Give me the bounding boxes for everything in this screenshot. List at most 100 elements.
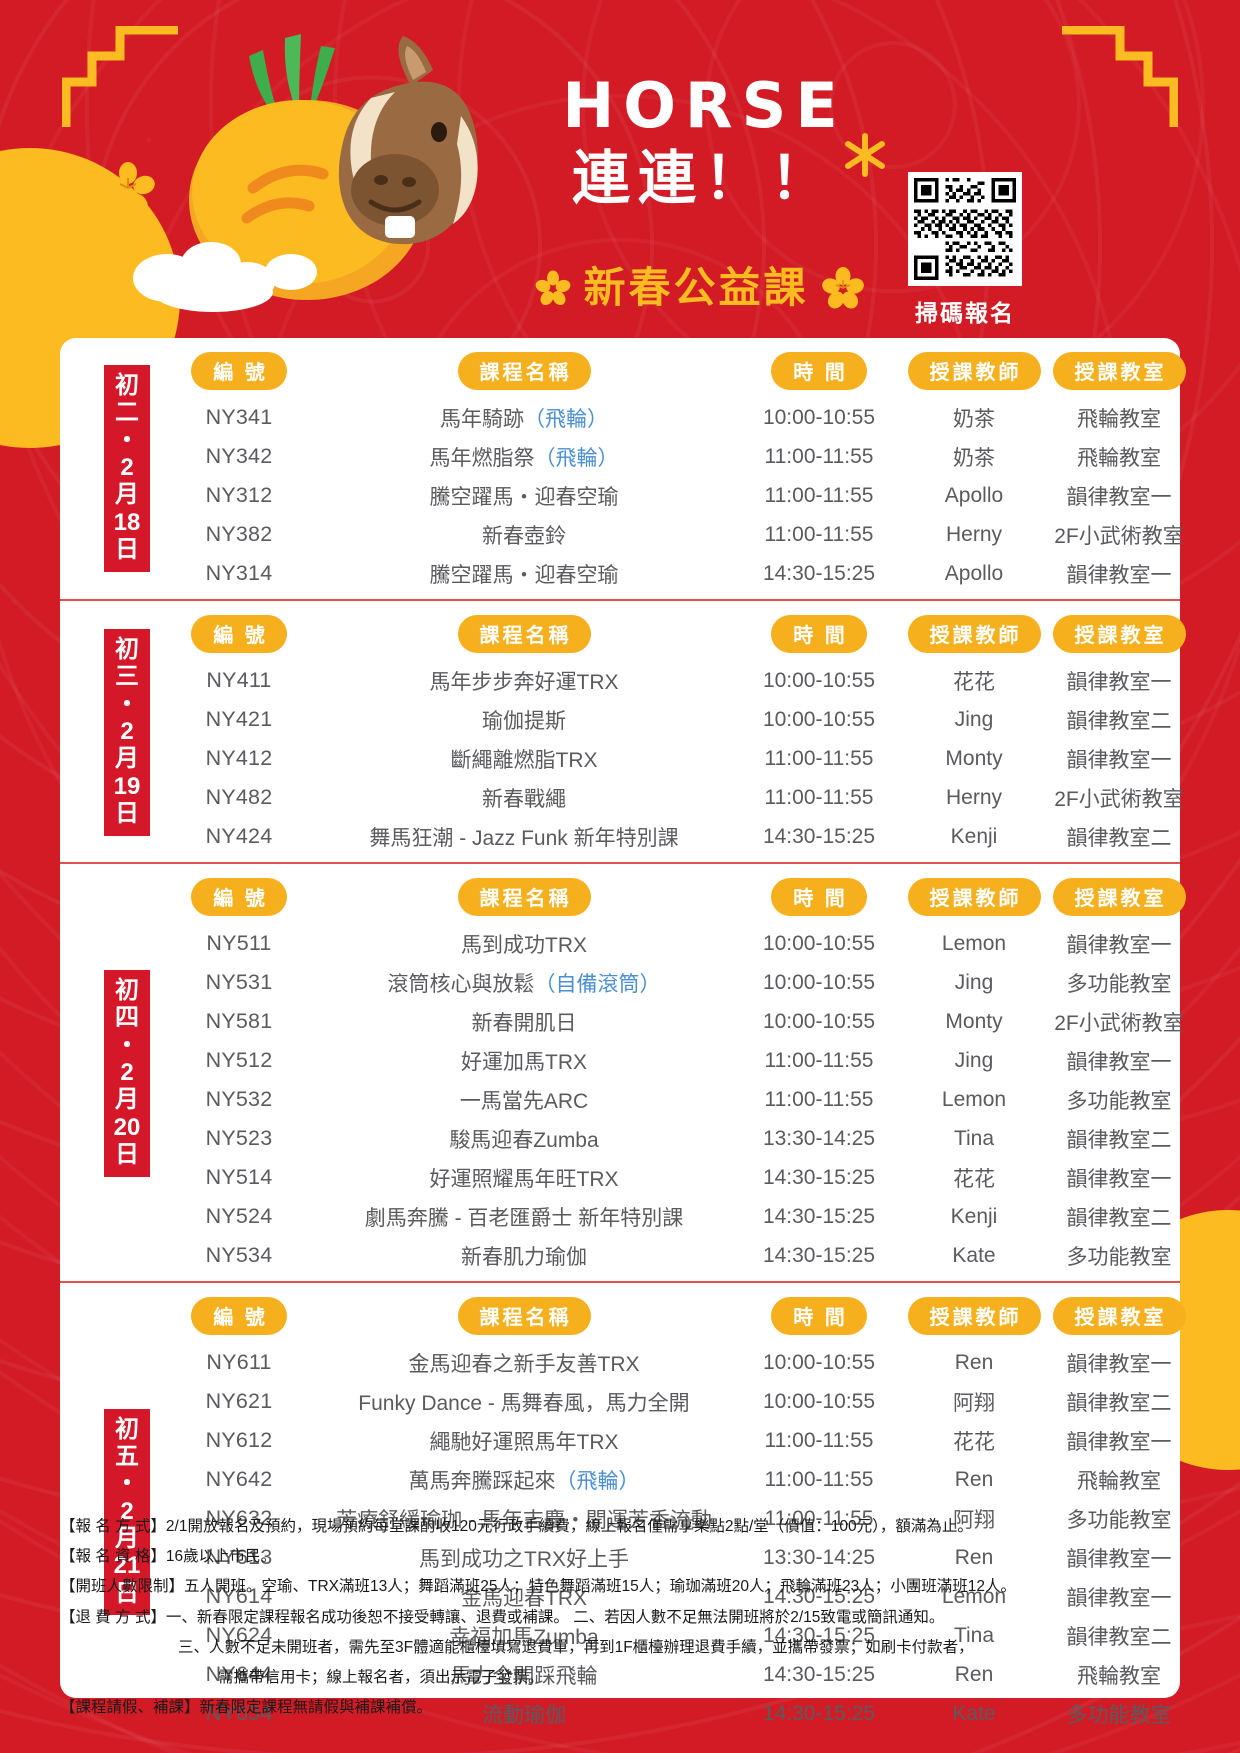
column-header-id: 編 號 [164,611,314,661]
table-row[interactable]: NY524 劇馬奔騰 - 百老匯爵士 新年特別課 14:30-15:25 Kenji 韻… [164,1197,1194,1236]
course-name-text: 斷繩離燃脂TRX [450,748,598,772]
date-tag-char: 四 [115,1004,139,1032]
cell-course-id: NY424 [205,824,273,848]
cell-teacher: Jing [954,970,994,994]
footer-notes: 【報 名 方 式】2/1開放報名及預約，現場預約每堂課酌收120元行政手續費，線… [60,1512,1180,1724]
date-tag-char: 日 [115,536,139,564]
table-row[interactable]: NY412 斷繩離燃脂TRX 11:00-11:55 Monty 韻律教室一 [164,739,1194,778]
course-name-text: 劇馬奔騰 - 百老匯爵士 新年特別課 [364,1206,684,1230]
cell-course-name: 芳療舒緩瑜珈 - 馬年吉慶・開運芳香流動 [314,1499,734,1538]
plum-blossom-icon [821,267,864,309]
table-row[interactable]: NY632 芳療舒緩瑜珈 - 馬年吉慶・開運芳香流動 11:00-11:55 阿翔 多功… [164,1499,1194,1538]
table-row[interactable]: NY314 騰空躍馬・迎春空瑜 14:30-15:25 Apollo 韻律教室一 [164,554,1194,593]
column-header-name: 課程名稱 [314,348,734,398]
cell-course-id: NY524 [205,1204,273,1228]
table-row[interactable]: NY613 馬到成功之TRX好上手 13:30-14:25 Ren 韻律教室一 [164,1538,1194,1577]
table-row[interactable]: NY531 滾筒核心與放鬆（自備滾筒） 10:00-10:55 Jing 多功能教室 [164,963,1194,1002]
cell-time: 11:00-11:55 [764,1087,874,1111]
cell-time: 10:00-10:55 [762,1389,876,1413]
date-tag-char: 2 [120,454,134,482]
course-name-text: 金馬迎春TRX [461,1586,587,1610]
course-name-text: 好運照耀馬年旺TRX [429,1167,619,1191]
schedule-table: 編 號 課程名稱 時 間 授課教師 授課教室 NY511 馬到成功TRX 10:00-10:5… [164,874,1194,1275]
course-name-annotation: （自備滾筒） [534,972,661,996]
qr-registration-block[interactable]: 掃碼報名 [908,172,1022,328]
cell-course-name: 一馬當先ARC [314,1080,734,1119]
table-row[interactable]: NY421 瑜伽提斯 10:00-10:55 Jing 韻律教室二 [164,700,1194,739]
column-header-pill: 編 號 [191,352,287,390]
table-row[interactable]: NY424 舞馬狂潮 - Jazz Funk 新年特別課 14:30-15:25 Ke… [164,817,1194,856]
note-line: 需攜帶信用卡；線上報名者，須出示電子發票。 [218,1669,544,1687]
table-row[interactable]: NY624 幸福加馬Zumba 14:30-15:25 Tina 韻律教室二 [164,1616,1194,1655]
table-row[interactable]: NY482 新春戰繩 11:00-11:55 Herny 2F小武術教室 [164,778,1194,817]
column-header-pill: 編 號 [191,615,287,653]
cell-course-id: NY511 [206,931,272,955]
cell-teacher: 阿翔 [953,1508,995,1532]
column-header-pill: 授課教室 [1052,352,1186,390]
column-header-pill: 授課教師 [907,615,1041,653]
cell-teacher: Monty [945,746,1003,770]
date-tag-char: 五 [115,1442,139,1470]
note-line: 【開班人數限制】五人開班。空瑜、TRX滿班13人；舞蹈滿班25人；特色舞蹈滿班1… [60,1578,1016,1596]
cell-teacher: Ren [954,1545,994,1569]
day-block: 初四・ 2 月 20 日 編 號 課程名稱 時 間 授課教師 授課教室 NY511 馬到成功TRX 10… [60,862,1186,1281]
table-row[interactable]: NY512 好運加馬TRX 11:00-11:55 Jing 韻律教室一 [164,1041,1194,1080]
cell-time: 10:00-10:55 [762,707,876,731]
table-row[interactable]: NY382 新春壺鈴 11:00-11:55 Herny 2F小武術教室 [164,515,1194,554]
qr-code-icon[interactable] [908,172,1022,286]
table-row[interactable]: NY614 金馬迎春TRX 14:30-15:25 Lemon 韻律教室一 [164,1577,1194,1616]
table-row[interactable]: NY511 馬到成功TRX 10:00-10:55 Lemon 韻律教室一 [164,924,1194,963]
cell-time: 11:00-11:55 [764,785,874,809]
column-header-teacher: 授課教師 [904,611,1044,661]
table-header-row: 編 號 課程名稱 時 間 授課教師 授課教室 [164,1293,1194,1343]
table-row[interactable]: NY411 馬年步步奔好運TRX 10:00-10:55 花花 韻律教室一 [164,661,1194,700]
cell-time: 11:00-11:55 [764,1428,874,1452]
column-header-room: 授課教室 [1044,611,1194,661]
table-row[interactable]: NY644 馬力全開踩飛輪 14:30-15:25 Ren 飛輪教室 [164,1655,1194,1694]
table-row[interactable]: NY341 馬年騎跡（飛輪） 10:00-10:55 奶茶 飛輪教室 [164,398,1194,437]
course-name-annotation: （飛輪） [534,446,619,470]
table-row[interactable]: NY342 馬年燃脂祭（飛輪） 11:00-11:55 奶茶 飛輪教室 [164,437,1194,476]
cell-course-name: Funky Dance - 馬舞春風，馬力全開 [314,1382,734,1421]
date-tag-char: 初 [115,977,139,1004]
date-tag-char: 21 [113,1552,141,1580]
column-header-pill: 時 間 [771,1297,867,1335]
column-header-room: 授課教室 [1044,874,1194,924]
cell-course-name: 斷繩離燃脂TRX [314,739,734,778]
column-header-id: 編 號 [164,348,314,398]
cell-time: 14:30-15:25 [762,561,876,585]
cell-time: 11:00-11:55 [764,522,874,546]
table-row[interactable]: NY634 流動瑜伽 14:30-15:25 Kate 多功能教室 [164,1694,1194,1733]
cell-course-name: 馬年騎跡（飛輪） [314,398,734,437]
cell-course-id: NY531 [205,970,273,994]
table-row[interactable]: NY532 一馬當先ARC 11:00-11:55 Lemon 多功能教室 [164,1080,1194,1119]
cell-course-name: 劇馬奔騰 - 百老匯爵士 新年特別課 [314,1197,734,1236]
table-header-row: 編 號 課程名稱 時 間 授課教師 授課教室 [164,348,1194,398]
table-row[interactable]: NY642 萬馬奔騰踩起來（飛輪） 11:00-11:55 Ren 飛輪教室 [164,1460,1194,1499]
cell-time: 14:30-15:25 [762,1701,876,1725]
cell-course-id: NY514 [205,1165,273,1189]
table-row[interactable]: NY523 駿馬迎春Zumba 13:30-14:25 Tina 韻律教室二 [164,1119,1194,1158]
cell-teacher: Herny [945,785,1003,809]
table-row[interactable]: NY621 Funky Dance - 馬舞春風，馬力全開 10:00-10:55 阿… [164,1382,1194,1421]
cell-course-id: NY644 [205,1662,273,1686]
table-row[interactable]: NY611 金馬迎春之新手友善TRX 10:00-10:55 Ren 韻律教室一 [164,1343,1194,1382]
table-row[interactable]: NY581 新春開肌日 10:00-10:55 Monty 2F小武術教室 [164,1002,1194,1041]
cell-room: 韻律教室二 [1066,709,1172,733]
cell-course-id: NY532 [205,1087,273,1111]
table-row[interactable]: NY514 好運照耀馬年旺TRX 14:30-15:25 花花 韻律教室一 [164,1158,1194,1197]
cell-course-id: NY411 [206,668,272,692]
date-tag: 初五・ 2 月 21 日 [104,1408,150,1616]
date-tag-char: ・ [115,690,139,718]
table-row[interactable]: NY312 騰空躍馬・迎春空瑜 11:00-11:55 Apollo 韻律教室一 [164,476,1194,515]
qr-label: 掃碼報名 [915,300,1015,326]
table-row[interactable]: NY612 繩馳好運照馬年TRX 11:00-11:55 花花 韻律教室一 [164,1421,1194,1460]
column-header-pill: 編 號 [191,878,287,916]
cell-course-name: 新春戰繩 [314,778,734,817]
note-line: 【報 名 方 式】2/1開放報名及預約，現場預約每堂課酌收120元行政手續費，線… [60,1518,973,1535]
cell-course-name: 馬力全開踩飛輪 [314,1655,734,1694]
course-name-text: 繩馳好運照馬年TRX [429,1430,619,1454]
date-tag: 初四・ 2 月 20 日 [104,970,150,1177]
column-header-pill: 課程名稱 [457,878,591,916]
table-row[interactable]: NY534 新春肌力瑜伽 14:30-15:25 Kate 多功能教室 [164,1236,1194,1275]
